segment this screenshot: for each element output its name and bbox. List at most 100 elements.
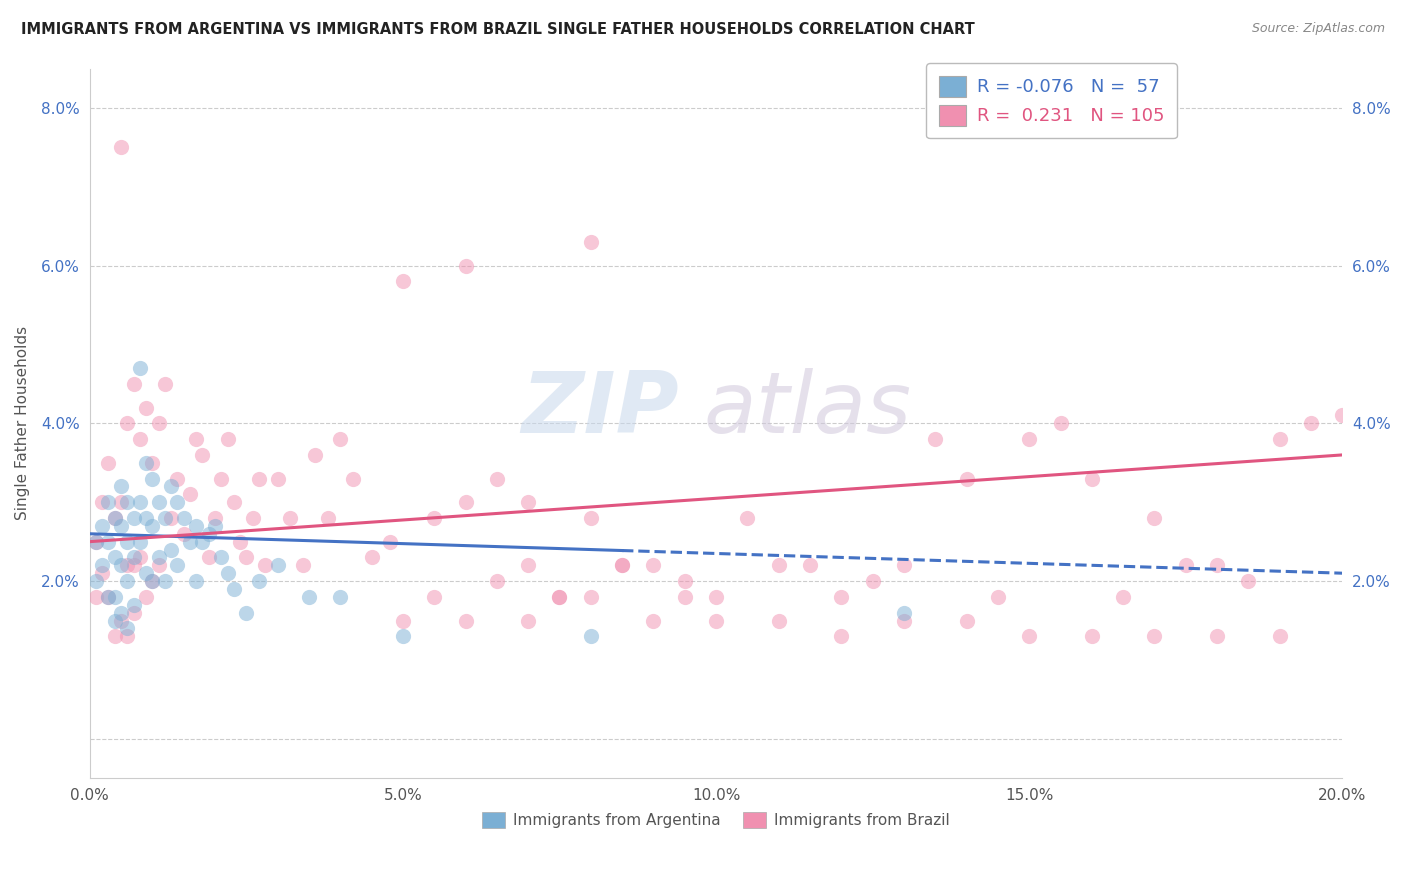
Point (135, 566, 157, 581)
Point (141, 472, 163, 486)
Point (799, 558, 821, 573)
Point (1018, 432, 1040, 446)
Point (454, 614, 477, 628)
Point (97, 495, 120, 509)
Point (737, 511, 759, 525)
Point (186, 432, 208, 446)
Point (392, 629, 415, 643)
Point (197, 550, 219, 565)
Point (166, 472, 188, 486)
Point (128, 495, 150, 509)
Point (141, 456, 163, 470)
Point (222, 582, 245, 596)
Point (117, 574, 139, 588)
Point (316, 511, 339, 525)
Point (141, 519, 163, 533)
Point (1018, 629, 1040, 643)
Point (117, 558, 139, 573)
Point (97, 534, 120, 549)
Point (110, 495, 132, 509)
Point (830, 629, 852, 643)
Point (91, 566, 114, 581)
Point (579, 511, 602, 525)
Point (122, 558, 145, 573)
Point (148, 558, 170, 573)
Point (485, 472, 508, 486)
Point (579, 590, 602, 604)
Point (84, 534, 107, 549)
Point (97, 590, 120, 604)
Point (186, 574, 208, 588)
Point (423, 590, 446, 604)
Point (135, 401, 157, 415)
Point (97, 590, 120, 604)
Point (893, 606, 915, 620)
Point (1206, 629, 1229, 643)
Point (548, 590, 571, 604)
Point (266, 558, 288, 573)
Point (135, 456, 157, 470)
Point (229, 534, 252, 549)
Point (517, 614, 540, 628)
Point (104, 629, 127, 643)
Point (91, 495, 114, 509)
Point (610, 558, 633, 573)
Point (222, 495, 245, 509)
Point (579, 629, 602, 643)
Point (278, 511, 301, 525)
Point (454, 259, 477, 273)
Point (148, 495, 170, 509)
Point (517, 558, 540, 573)
Point (128, 432, 150, 446)
Point (673, 590, 696, 604)
Point (122, 550, 145, 565)
Point (392, 614, 415, 628)
Point (955, 472, 977, 486)
Point (91, 519, 114, 533)
Point (104, 511, 127, 525)
Point (235, 550, 257, 565)
Point (987, 590, 1010, 604)
Point (329, 432, 352, 446)
Point (191, 534, 214, 549)
Point (247, 574, 270, 588)
Point (110, 614, 132, 628)
Point (1049, 417, 1071, 431)
Point (704, 590, 727, 604)
Point (1081, 629, 1104, 643)
Point (110, 479, 132, 493)
Point (217, 432, 239, 446)
Point (148, 417, 170, 431)
Point (298, 590, 321, 604)
Point (117, 621, 139, 635)
Point (191, 448, 214, 462)
Text: Source: ZipAtlas.com: Source: ZipAtlas.com (1251, 22, 1385, 36)
Point (179, 534, 201, 549)
Point (247, 472, 270, 486)
Point (153, 574, 176, 588)
Point (122, 606, 145, 620)
Point (153, 376, 176, 391)
Point (955, 614, 977, 628)
Point (128, 550, 150, 565)
Point (117, 534, 139, 549)
Point (197, 526, 219, 541)
Point (104, 550, 127, 565)
Point (1174, 558, 1197, 573)
Point (893, 558, 915, 573)
Point (673, 574, 696, 588)
Point (643, 614, 665, 628)
Point (110, 606, 132, 620)
Point (153, 511, 176, 525)
Point (893, 614, 915, 628)
Point (186, 519, 208, 533)
Point (135, 511, 157, 525)
Point (1206, 558, 1229, 573)
Text: atlas: atlas (703, 368, 911, 450)
Point (166, 495, 188, 509)
Point (117, 495, 139, 509)
Point (1331, 409, 1354, 423)
Text: ZIP: ZIP (520, 368, 679, 450)
Point (122, 511, 145, 525)
Point (360, 550, 382, 565)
